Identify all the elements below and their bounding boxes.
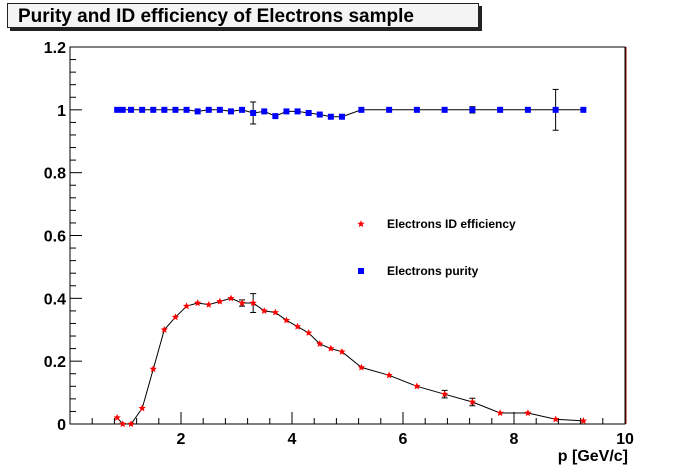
efficiency-point (524, 409, 532, 417)
x-axis-label: p [GeV/c] (558, 448, 628, 465)
purity-point (205, 106, 212, 113)
purity-point (327, 113, 334, 120)
purity-point (294, 108, 301, 115)
efficiency-point (282, 316, 291, 324)
efficiency-point (385, 371, 393, 379)
efficiency-point (119, 420, 127, 428)
chart-title: Purity and ID efficiency of Electrons sa… (7, 3, 479, 28)
purity-point (194, 108, 201, 115)
purity-point (114, 106, 121, 113)
efficiency-point (316, 340, 324, 347)
purity-point (272, 113, 279, 120)
purity-point (172, 106, 179, 113)
efficiency-point (127, 420, 135, 428)
purity-point (358, 106, 365, 113)
purity-point (239, 106, 246, 113)
efficiency-point (238, 299, 246, 307)
legend-label: Electrons purity (387, 264, 479, 278)
purity-point (139, 106, 146, 113)
x-tick-label: 2 (177, 431, 186, 448)
efficiency-point (552, 415, 560, 423)
purity-point (497, 106, 504, 113)
efficiency-point (249, 299, 257, 307)
purity-point (316, 111, 323, 118)
purity-point (386, 106, 393, 113)
efficiency-point (216, 297, 224, 305)
y-tick-label: 0.6 (44, 229, 66, 246)
purity-point (338, 113, 345, 120)
legend-efficiency-marker (357, 220, 365, 228)
x-tick-label: 6 (399, 431, 408, 448)
x-tick-label: 8 (510, 431, 519, 448)
efficiency-point (305, 329, 313, 336)
efficiency-point (271, 308, 279, 316)
y-tick-label: 1.2 (44, 40, 66, 57)
purity-point (524, 106, 531, 113)
purity-point (216, 106, 223, 113)
purity-point (161, 106, 168, 113)
efficiency-point (338, 347, 346, 355)
y-tick-label: 0 (57, 417, 66, 434)
legend-label: Electrons ID efficiency (387, 217, 516, 231)
efficiency-point (160, 325, 168, 333)
purity-point (128, 106, 135, 113)
purity-point (413, 106, 420, 113)
efficiency-point (171, 313, 180, 321)
efficiency-point (496, 409, 504, 417)
efficiency-point (194, 299, 202, 307)
efficiency-point (260, 307, 268, 314)
efficiency-point (327, 344, 335, 352)
purity-point (283, 108, 290, 115)
efficiency-point (441, 390, 449, 398)
efficiency-point (413, 382, 421, 390)
efficiency-point (293, 322, 302, 330)
legend-purity-marker (358, 268, 364, 274)
y-tick-label: 0.4 (44, 291, 66, 308)
purity-point (441, 106, 448, 113)
purity-point (261, 108, 268, 115)
efficiency-point (113, 413, 121, 421)
y-tick-label: 0.8 (44, 166, 66, 183)
efficiency-point (205, 300, 213, 308)
purity-point (227, 108, 234, 115)
purity-point (580, 106, 587, 113)
y-tick-label: 1 (57, 103, 66, 120)
purity-point (119, 106, 126, 113)
efficiency-point (149, 365, 157, 373)
x-tick-label: 4 (288, 431, 297, 448)
purity-point (305, 109, 312, 116)
efficiency-point (579, 417, 587, 424)
series-line-0 (116, 297, 584, 425)
x-tick-label: 10 (616, 431, 634, 448)
efficiency-point (468, 398, 476, 406)
y-tick-label: 0.2 (44, 354, 66, 371)
purity-point (250, 109, 257, 116)
efficiency-point (227, 294, 235, 302)
purity-point (183, 106, 190, 113)
purity-point (150, 106, 157, 113)
efficiency-point (138, 404, 146, 412)
purity-point (469, 106, 476, 113)
efficiency-point (182, 302, 191, 310)
efficiency-point (357, 363, 365, 371)
purity-point (552, 106, 559, 113)
